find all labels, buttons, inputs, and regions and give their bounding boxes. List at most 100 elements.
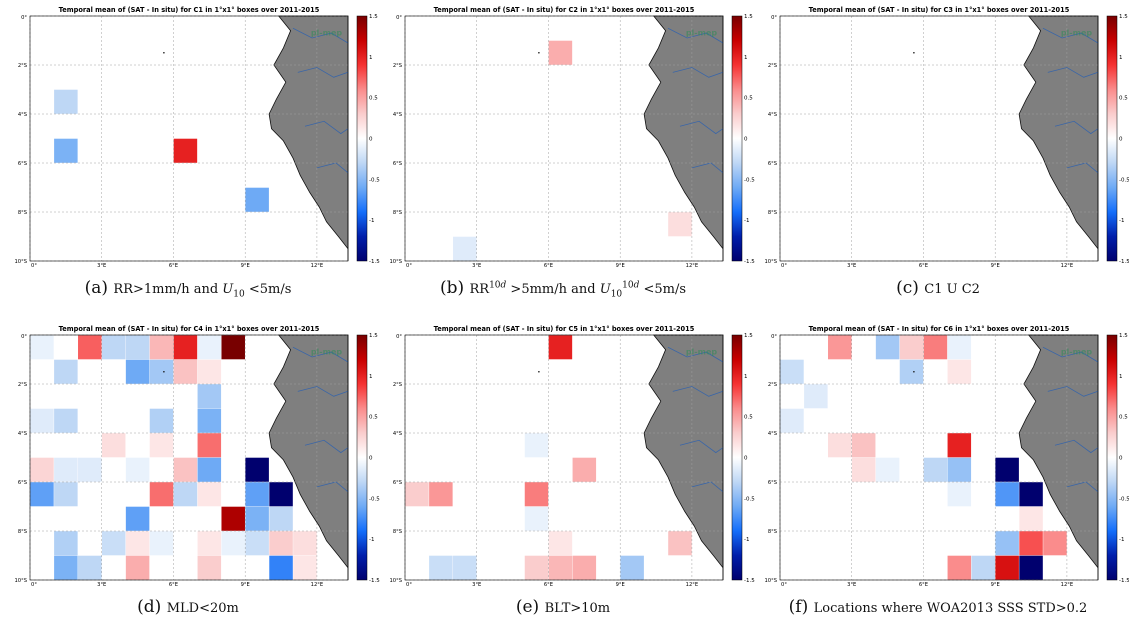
river-line <box>1066 481 1099 493</box>
land-mass <box>643 334 724 580</box>
heatmap-cell <box>54 531 78 556</box>
heatmap-cell <box>1019 482 1043 507</box>
heatmap-cell <box>899 359 924 384</box>
heatmap-cell <box>125 506 150 531</box>
caption-letter: (f) <box>788 597 814 617</box>
colorbar-tick-label: 0.5 <box>1119 96 1128 102</box>
colorbar-tick-label: 0 <box>744 456 748 462</box>
heatmap-cell <box>125 359 150 384</box>
heatmap-cell <box>30 335 54 360</box>
chart-title: Temporal mean of (SAT - In situ) for C3 … <box>809 6 1070 14</box>
x-tick-label: 3°E <box>847 582 856 588</box>
colorbar-tick-label: -1.5 <box>369 578 380 584</box>
caption-text: RR>1mm/h and U10 <5m/s <box>113 282 292 300</box>
heatmap-cell <box>548 335 573 360</box>
island-marker <box>913 51 915 54</box>
river-line <box>304 120 349 135</box>
river-line <box>691 481 724 493</box>
y-tick-label: 8°S <box>393 210 402 216</box>
x-tick-label: 3°E <box>847 263 856 269</box>
heatmap-cell <box>197 335 222 360</box>
caption-letter: (b) <box>439 278 470 298</box>
y-tick-label: 6°S <box>393 480 402 486</box>
heatmap-cell <box>149 482 174 507</box>
heatmap-cell <box>780 359 804 384</box>
colorbar-tick-label: -1.5 <box>744 259 755 265</box>
heatmap-cell <box>947 335 972 360</box>
chart-title: Temporal mean of (SAT - In situ) for C5 … <box>434 325 695 333</box>
logo-watermark: pl-mep <box>1061 29 1093 38</box>
caption-text: MLD<20m <box>166 601 239 616</box>
heatmap-cell <box>197 555 222 580</box>
heatmap-cell <box>101 433 126 458</box>
heatmap-cell <box>405 482 429 507</box>
heatmap-cell <box>548 555 573 580</box>
heatmap-cell <box>429 482 453 507</box>
x-tick-label: 6°E <box>919 263 928 269</box>
logo-watermark: pl-mep <box>311 29 343 38</box>
x-tick-label: 12°E <box>1061 263 1073 269</box>
colorbar-tick-label: -1 <box>1119 537 1124 543</box>
y-tick-label: 10°S <box>15 578 28 584</box>
x-tick-label: 3°E <box>472 582 481 588</box>
x-tick-label: 12°E <box>686 582 698 588</box>
river-line <box>292 346 349 363</box>
heatmap-cell <box>269 482 293 507</box>
x-tick-label: 9°E <box>991 263 1000 269</box>
colorbar-tick-label: -0.5 <box>1119 496 1129 502</box>
heatmap-cell <box>971 555 995 580</box>
y-tick-label: 4°S <box>393 112 402 118</box>
y-tick-label: 0° <box>771 334 777 340</box>
colorbar-tick-label: 0 <box>1119 137 1123 143</box>
heatmap-cell <box>149 359 174 384</box>
map-svg: Temporal mean of (SAT - In situ) for C4 … <box>15 325 381 588</box>
colorbar-tick-label: -1 <box>744 537 749 543</box>
plot-frame <box>404 15 724 262</box>
colorbar <box>1106 15 1118 262</box>
y-tick-label: 2°S <box>393 63 402 69</box>
y-tick-label: 10°S <box>390 578 403 584</box>
heatmap-cell <box>221 531 245 556</box>
heatmap-cell <box>453 555 477 580</box>
caption-letter: (c) <box>896 278 925 298</box>
heatmap-cell <box>269 506 293 531</box>
river-line <box>672 67 724 78</box>
map-panel-5: Temporal mean of (SAT - In situ) for C6 … <box>758 323 1129 593</box>
island-marker <box>913 370 915 373</box>
chart-title: Temporal mean of (SAT - In situ) for C4 … <box>59 325 320 333</box>
y-tick-label: 0° <box>21 15 27 21</box>
heatmap-cell <box>125 457 150 482</box>
heatmap-cell <box>947 482 972 507</box>
x-tick-label: 12°E <box>311 582 323 588</box>
heatmap-cell <box>804 384 828 409</box>
heatmap-cell <box>54 89 78 114</box>
heatmap-cell <box>851 457 876 482</box>
heatmap-cell <box>293 531 317 556</box>
x-tick-label: 0° <box>406 582 412 588</box>
y-tick-label: 8°S <box>18 529 27 535</box>
y-tick-label: 8°S <box>768 529 777 535</box>
caption-text: Locations where WOA2013 SSS STD>0.2 <box>813 601 1088 616</box>
heatmap-cell <box>851 433 876 458</box>
map-panel-1: Temporal mean of (SAT - In situ) for C2 … <box>383 4 756 274</box>
heatmap-cell <box>30 482 54 507</box>
island-marker <box>538 370 540 373</box>
plot-frame <box>779 334 1099 581</box>
colorbar-tick-label: -0.5 <box>1119 177 1129 183</box>
heatmap-cell <box>1019 531 1043 556</box>
heatmap-cell <box>54 555 78 580</box>
map-panel-2: Temporal mean of (SAT - In situ) for C3 … <box>758 4 1129 274</box>
heatmap-cell <box>572 457 597 482</box>
heatmap-cell <box>524 506 549 531</box>
chart-title: Temporal mean of (SAT - In situ) for C1 … <box>59 6 320 14</box>
caption-text: C1 U C2 <box>924 282 980 297</box>
heatmap-cell <box>524 433 549 458</box>
heatmap-cell <box>78 457 102 482</box>
heatmap-cell <box>453 236 477 261</box>
river-line <box>667 27 724 44</box>
colorbar-tick-label: -0.5 <box>744 496 755 502</box>
x-tick-label: 6°E <box>169 263 178 269</box>
heatmap-cell <box>947 433 972 458</box>
y-tick-label: 4°S <box>393 431 402 437</box>
heatmap-cell <box>947 555 972 580</box>
